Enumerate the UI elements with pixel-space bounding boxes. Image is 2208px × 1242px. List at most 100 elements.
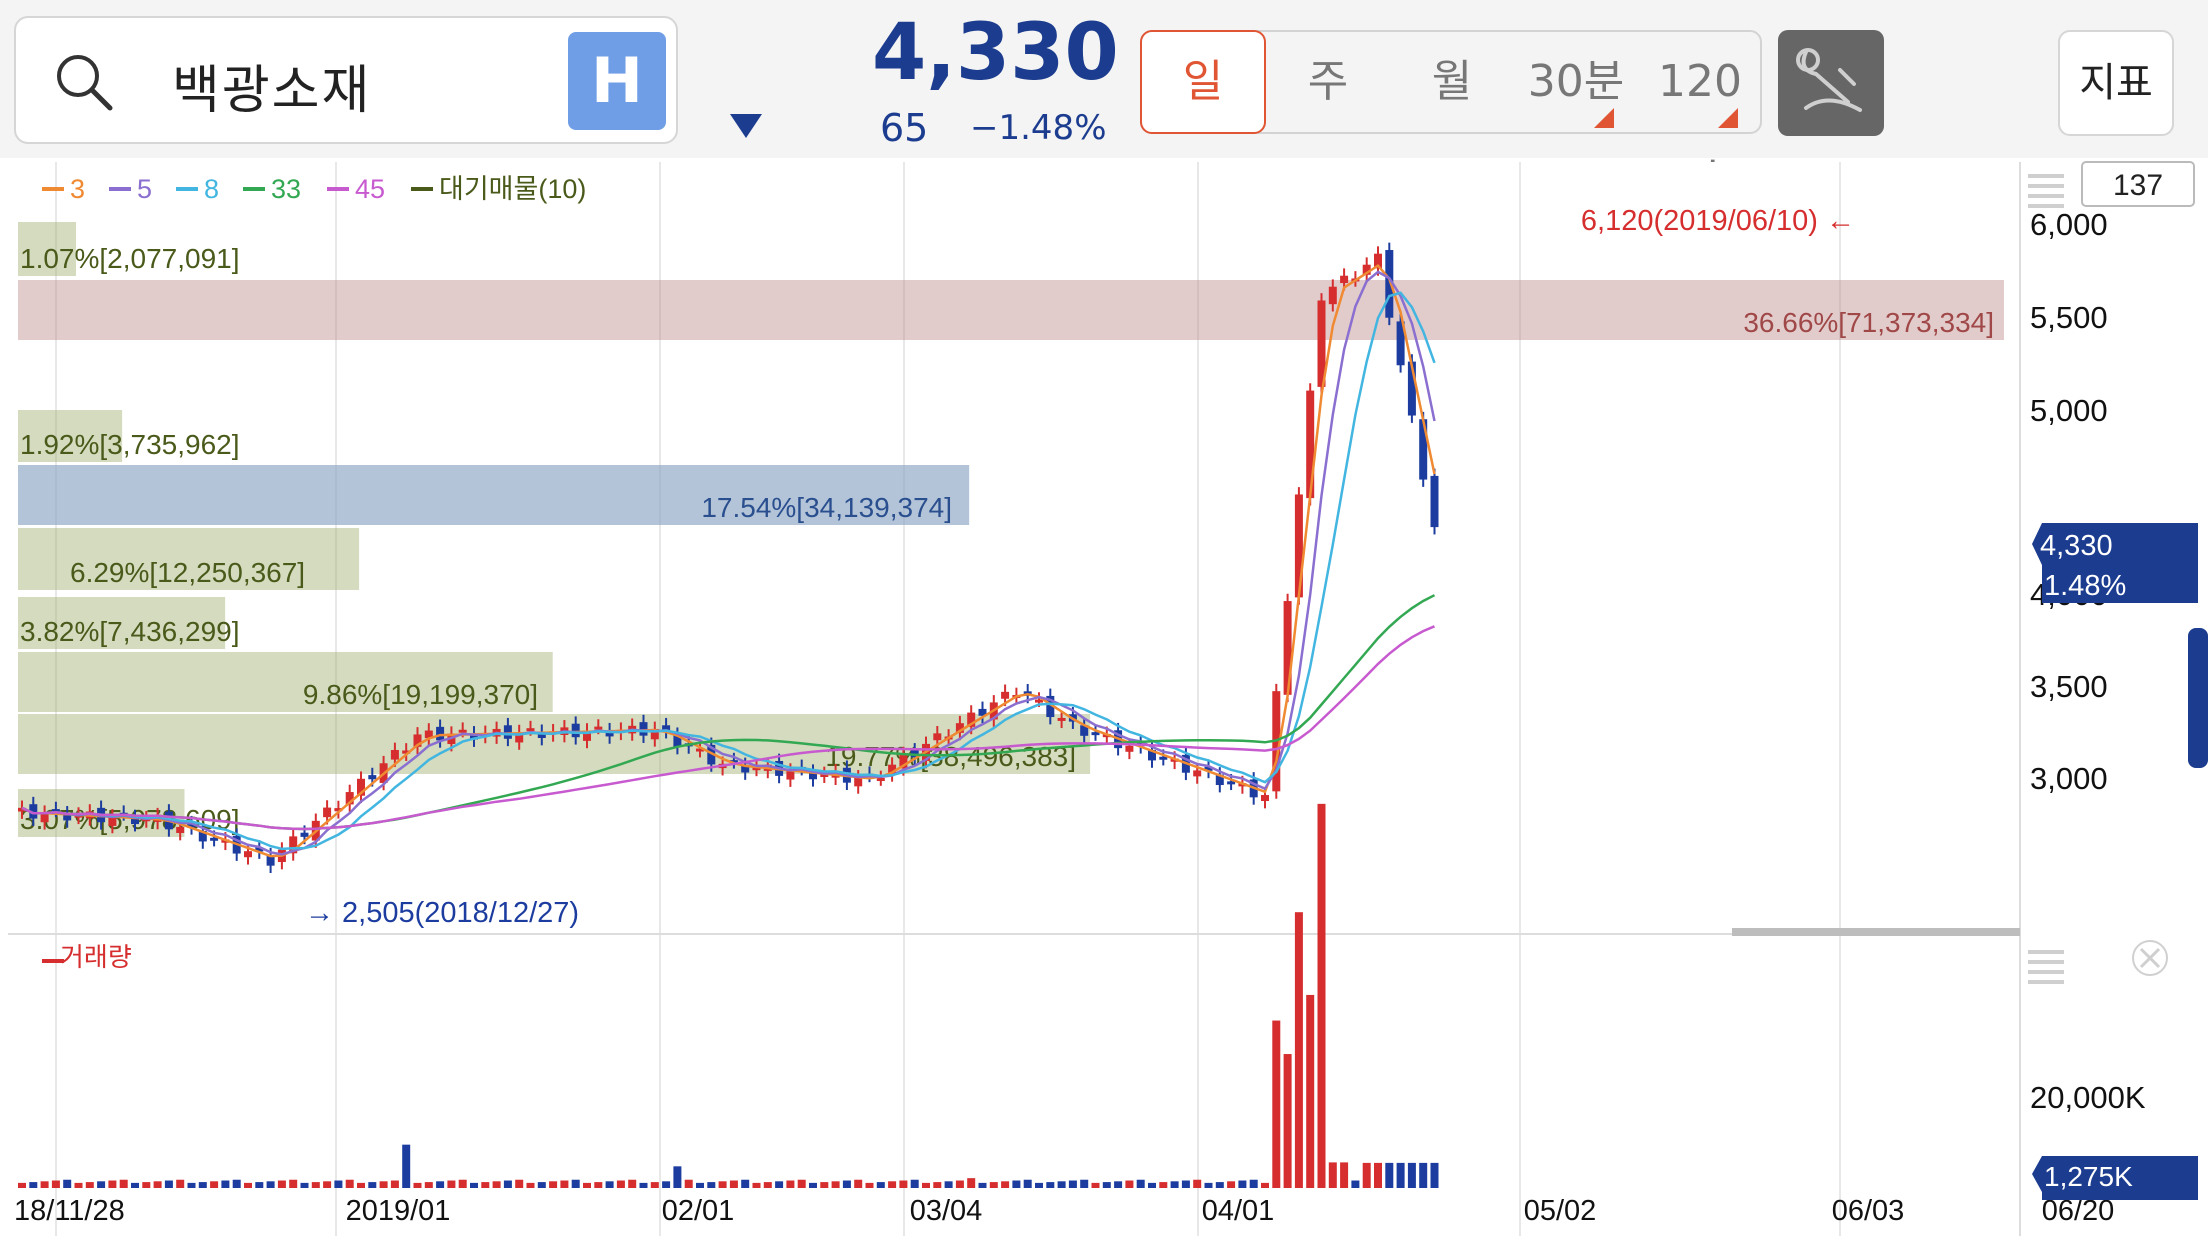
candle-body bbox=[289, 836, 298, 854]
volume-bar bbox=[1080, 1179, 1089, 1188]
candle-body bbox=[752, 767, 761, 771]
overlay-labels: 6,120(2019/06/10) ← → 2,505(2018/12/27) … bbox=[42, 205, 1855, 972]
candle-body bbox=[1419, 419, 1428, 480]
volume-bar bbox=[515, 1179, 524, 1188]
candle-body bbox=[187, 823, 196, 828]
volume-profile-bar bbox=[18, 528, 360, 590]
volume-bar bbox=[989, 1182, 998, 1188]
volume-legend-swatch bbox=[42, 959, 64, 963]
volume-bar bbox=[684, 1179, 693, 1188]
candle-body bbox=[707, 744, 716, 765]
period-tabs: 일 주 월 30분 120틱 bbox=[1140, 30, 1762, 207]
x-tick-label: 06/03 bbox=[1832, 1195, 1905, 1227]
close-icon[interactable] bbox=[2132, 940, 2168, 976]
volume-bar bbox=[1328, 1162, 1337, 1188]
tab-week[interactable]: 주 bbox=[1307, 56, 1349, 107]
side-panel-handle[interactable] bbox=[2188, 628, 2208, 768]
candle-body bbox=[1125, 745, 1134, 752]
volume-bar bbox=[198, 1182, 207, 1188]
volume-bar bbox=[628, 1179, 637, 1188]
volume-legend: 거래량 bbox=[60, 942, 132, 972]
stock-search-box[interactable]: 백광소재 H bbox=[14, 16, 678, 144]
horizontal-scrollbar[interactable] bbox=[1732, 928, 2020, 936]
volume-bar bbox=[549, 1181, 558, 1188]
candle-body bbox=[899, 754, 908, 769]
candle-body bbox=[345, 792, 354, 805]
count-box[interactable]: 137 bbox=[2081, 161, 2195, 207]
volume-profile-bar bbox=[18, 597, 226, 649]
candle-body bbox=[1407, 361, 1416, 416]
candle-body bbox=[402, 750, 411, 754]
volume-profile-bar bbox=[18, 280, 2004, 340]
volume-profile-bar bbox=[18, 465, 970, 525]
volume-bar bbox=[955, 1180, 964, 1188]
price-tick-label: 3,000 bbox=[2030, 761, 2108, 796]
stock-name[interactable]: 백광소재 bbox=[172, 61, 372, 121]
volume-bar bbox=[492, 1181, 501, 1188]
volume-bar bbox=[232, 1179, 241, 1188]
volume-bar bbox=[526, 1182, 535, 1188]
volume-bar bbox=[311, 1182, 320, 1188]
volume-bar bbox=[40, 1181, 49, 1188]
volume-bar bbox=[1294, 912, 1303, 1188]
candle-body bbox=[334, 808, 343, 812]
volume-bar bbox=[752, 1182, 761, 1188]
candle-body bbox=[198, 830, 207, 842]
volume-bar bbox=[334, 1180, 343, 1188]
candle-body bbox=[108, 816, 117, 826]
search-icon[interactable] bbox=[52, 50, 116, 114]
candle-body bbox=[1227, 781, 1236, 785]
volume-bar bbox=[978, 1182, 987, 1188]
volume-bar bbox=[537, 1182, 546, 1188]
volume-tag: 1,275K bbox=[2032, 1156, 2198, 1200]
volume-bar bbox=[1159, 1182, 1168, 1188]
volume-bar bbox=[97, 1181, 106, 1188]
indicator-button[interactable]: 지표 bbox=[2058, 30, 2174, 136]
legend-swatch bbox=[327, 187, 349, 191]
candle-body bbox=[583, 730, 591, 741]
candle-body bbox=[1362, 264, 1371, 275]
drawing-tool-button[interactable] bbox=[1778, 30, 1884, 136]
volume-bar bbox=[357, 1182, 365, 1188]
candle-body bbox=[1215, 774, 1224, 786]
ma-legend: 3 5 8 33 45 대기매물(10) bbox=[42, 174, 586, 204]
candle-body bbox=[470, 733, 478, 740]
volume-bar bbox=[899, 1180, 908, 1188]
price-pane-menu-icon[interactable] bbox=[2028, 174, 2064, 208]
candle-body bbox=[1261, 795, 1269, 802]
volume-bar bbox=[1227, 1181, 1236, 1188]
candle-body bbox=[1046, 695, 1055, 718]
volume-bar bbox=[1249, 1179, 1258, 1188]
volume-pane-menu-icon[interactable] bbox=[2028, 950, 2064, 984]
stock-chart[interactable]: 1.07%[2,077,091] 36.66%[71,373,334] 1.92%[… bbox=[0, 158, 2208, 1242]
h-badge-button[interactable]: H bbox=[568, 32, 666, 130]
candle-body bbox=[1374, 253, 1382, 269]
candle-body bbox=[650, 728, 659, 740]
down-arrow-icon bbox=[730, 114, 762, 138]
volume-bar bbox=[1193, 1179, 1202, 1188]
volume-profile-label: 36.66%[71,373,334] bbox=[1743, 307, 1994, 338]
volume-bar bbox=[1023, 1179, 1032, 1188]
volume-bar bbox=[639, 1182, 648, 1188]
volume-bar bbox=[854, 1179, 863, 1188]
volume-bar bbox=[741, 1179, 750, 1188]
tab-30min[interactable]: 30분 bbox=[1527, 56, 1625, 107]
candle-body bbox=[244, 851, 252, 858]
volume-bar bbox=[266, 1181, 275, 1188]
volume-bar bbox=[809, 1182, 817, 1188]
volume-profile-label: 1.07%[2,077,091] bbox=[20, 243, 240, 274]
volume-bar bbox=[1407, 1162, 1416, 1188]
candle-body bbox=[300, 832, 309, 837]
grid-lines bbox=[8, 162, 2021, 1236]
candle-body bbox=[1340, 275, 1349, 284]
volume-bar bbox=[729, 1180, 738, 1188]
tab-120tick[interactable]: 120틱 bbox=[1658, 56, 1742, 207]
candle-body bbox=[1091, 732, 1100, 736]
tab-month[interactable]: 월 bbox=[1431, 56, 1473, 107]
volume-tag-value: 1,275K bbox=[2044, 1161, 2133, 1192]
volume-bar bbox=[1035, 1182, 1043, 1188]
tab-day[interactable]: 일 bbox=[1140, 30, 1266, 134]
volume-bar bbox=[1351, 1180, 1360, 1188]
volume-bar bbox=[876, 1182, 885, 1188]
volume-bar bbox=[1001, 1181, 1010, 1188]
